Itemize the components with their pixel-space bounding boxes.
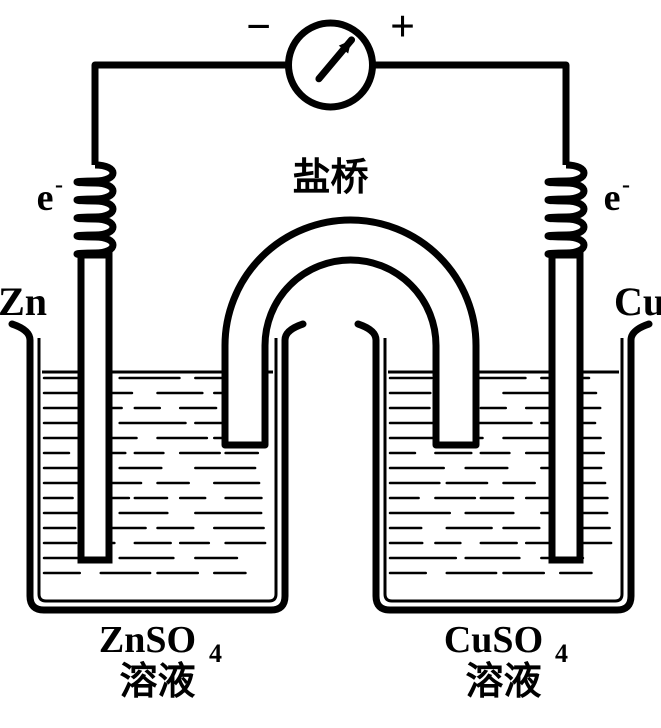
svg-text:盐桥: 盐桥 (292, 157, 368, 199)
svg-text:4: 4 (555, 639, 568, 668)
svg-text:-: - (55, 172, 63, 198)
svg-text:CuSO: CuSO (444, 619, 543, 661)
svg-text:4: 4 (209, 639, 222, 668)
svg-text:e: e (604, 177, 621, 219)
svg-text:-: - (622, 172, 630, 198)
svg-text:溶液: 溶液 (119, 661, 195, 703)
svg-text:ZnSO: ZnSO (99, 619, 196, 661)
svg-text:Zn: Zn (0, 279, 47, 324)
svg-text:+: + (390, 2, 415, 51)
svg-text:Cu: Cu (614, 279, 661, 324)
svg-text:溶液: 溶液 (465, 661, 541, 703)
svg-text:−: − (246, 2, 271, 51)
svg-text:e: e (37, 177, 54, 219)
